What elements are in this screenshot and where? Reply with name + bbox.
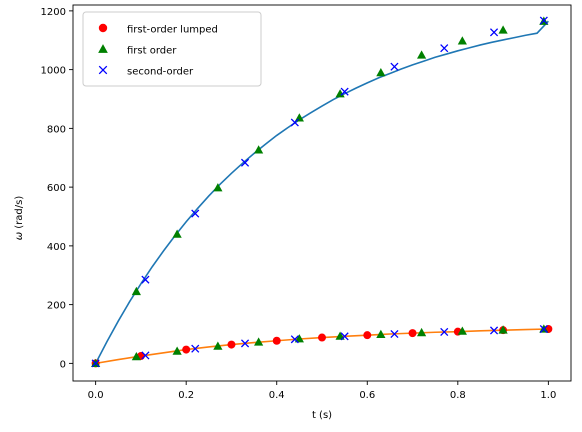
- data-point-triangle-18: [376, 329, 386, 338]
- data-point-triangle-20: [457, 326, 467, 335]
- data-point-triangle-1: [131, 286, 141, 296]
- data-point-triangle-8: [417, 50, 427, 59]
- legend-marker-x: [98, 65, 108, 75]
- data-point-circle-2: [182, 345, 191, 354]
- data-point-triangle-16: [294, 334, 304, 343]
- data-point-x-0: [91, 359, 100, 368]
- data-point-x-1: [141, 275, 150, 284]
- data-point-triangle-4: [254, 145, 264, 154]
- x-tick-label: 0.8: [450, 390, 466, 401]
- data-point-x-3: [240, 158, 250, 167]
- data-point-triangle-14: [213, 341, 223, 350]
- x-tick-label: 0.0: [88, 390, 104, 401]
- x-axis-label: t (s): [312, 410, 332, 421]
- plot-frame: [72, 4, 572, 382]
- data-point-circle-5: [318, 333, 326, 342]
- data-point-triangle-7: [376, 67, 386, 77]
- data-point-x-18: [539, 324, 548, 334]
- data-point-x-16: [440, 327, 449, 337]
- data-point-x-6: [390, 62, 399, 71]
- data-point-x-15: [390, 329, 399, 339]
- legend-label: second-order: [127, 67, 194, 78]
- data-point-triangle-21: [498, 325, 508, 334]
- data-point-x-5: [340, 87, 349, 96]
- x-tick-label: 1.0: [540, 390, 556, 401]
- data-point-triangle-2: [172, 229, 182, 238]
- fit-curve-1: [94, 20, 549, 364]
- data-point-circle-3: [227, 340, 236, 349]
- x-tick-label: 0.2: [178, 390, 194, 401]
- y-axis-label-symbol: ω: [14, 232, 25, 240]
- data-point-circle-4: [272, 336, 281, 345]
- data-point-x-8: [489, 28, 499, 37]
- legend-label: first order: [127, 46, 177, 57]
- y-tick-label: 800: [47, 124, 66, 135]
- data-point-x-14: [340, 332, 349, 341]
- y-tick-label: 1200: [41, 7, 66, 18]
- markers-layer: [91, 16, 553, 368]
- y-tick-label: 400: [47, 242, 66, 253]
- data-point-triangle-6: [335, 89, 345, 98]
- data-point-x-10: [141, 351, 150, 360]
- data-point-x-2: [191, 209, 200, 218]
- axes-layer: 0.0 0.2 0.4 0.6 0.8 1.0 0 200 400 600 800 1000 1200: [41, 4, 572, 401]
- data-point-triangle-15: [254, 337, 264, 346]
- data-point-triangle-12: [131, 352, 141, 361]
- data-point-x-13: [290, 335, 299, 344]
- data-point-x-11: [191, 344, 200, 353]
- legend-label: first-order lumped: [127, 25, 218, 36]
- legend-box: [82, 11, 262, 87]
- data-point-x-4: [290, 118, 299, 127]
- data-point-triangle-10: [498, 25, 508, 34]
- data-point-x-7: [440, 44, 449, 53]
- legend-marker-triangle: [98, 44, 108, 53]
- data-point-triangle-3: [213, 183, 223, 192]
- legend-marker-circle: [98, 23, 108, 33]
- data-point-triangle-13: [172, 346, 182, 355]
- data-point-triangle-9: [457, 36, 467, 45]
- data-point-circle-7: [408, 329, 417, 338]
- y-tick-label: 0: [60, 359, 66, 370]
- data-point-x-17: [489, 326, 499, 335]
- y-tick-label: 200: [47, 301, 66, 312]
- y-tick-label: 600: [47, 183, 66, 194]
- data-point-x-12: [240, 339, 250, 348]
- x-tick-label: 0.4: [269, 390, 285, 401]
- y-tick-label: 1000: [41, 66, 66, 77]
- y-axis-label: ω (rad/s): [14, 196, 25, 241]
- legend: first-order lumped first order second-orde…: [82, 11, 262, 87]
- data-point-triangle-19: [417, 327, 427, 337]
- y-axis-label-unit: (rad/s): [14, 196, 25, 232]
- data-point-circle-6: [363, 331, 372, 340]
- x-tick-label: 0.6: [359, 390, 375, 401]
- data-point-x-9: [539, 16, 548, 25]
